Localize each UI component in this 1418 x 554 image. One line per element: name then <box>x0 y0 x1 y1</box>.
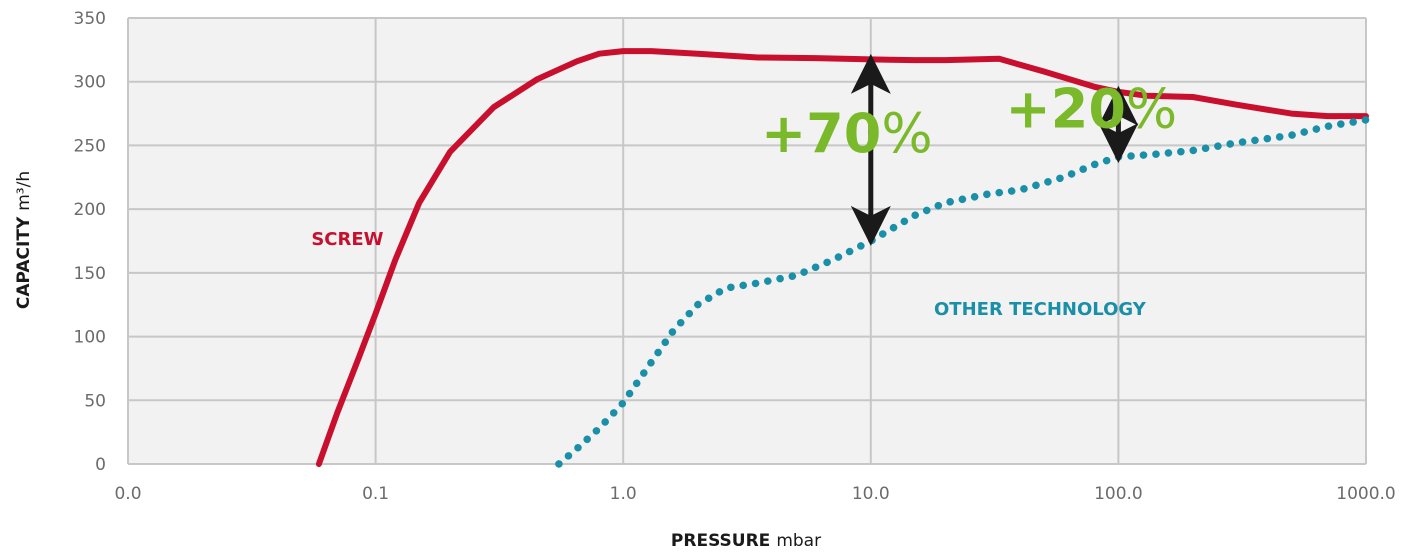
y-tick-label: 100 <box>74 328 106 348</box>
percent-value: +20 <box>1006 78 1126 141</box>
x-tick-labels: 0.0 0.1 1.0 10.0 100.0 1000.0 <box>114 484 1395 504</box>
y-tick-label: 200 <box>74 200 106 220</box>
percent-sign: % <box>881 102 932 165</box>
series-label: OTHER TECHNOLOGY <box>934 299 1147 320</box>
x-tick-label: 10.0 <box>852 484 890 504</box>
y-tick-label: 0 <box>95 455 106 475</box>
y-tick-label: 50 <box>84 391 106 411</box>
percent-annotation: +70% <box>761 102 933 165</box>
y-axis-title-bold: CAPACITY <box>14 216 34 309</box>
x-tick-label: 1.0 <box>610 484 637 504</box>
y-tick-labels: 0 50 100 150 200 250 300 350 <box>74 9 106 475</box>
percent-annotation: +20% <box>1006 78 1178 141</box>
y-tick-label: 300 <box>74 73 106 93</box>
x-tick-label: 0.0 <box>114 484 141 504</box>
x-tick-label: 1000.0 <box>1336 484 1395 504</box>
x-axis-title-unit: mbar <box>776 531 821 551</box>
x-axis-title: PRESSURE mbar <box>671 531 821 551</box>
y-axis-title-unit: m³/h <box>14 171 34 211</box>
percent-value: +70 <box>761 102 881 165</box>
y-tick-label: 150 <box>74 264 106 284</box>
y-tick-label: 350 <box>74 9 106 29</box>
x-tick-label: 100.0 <box>1094 484 1143 504</box>
percent-sign: % <box>1126 78 1177 141</box>
y-tick-label: 250 <box>74 136 106 156</box>
x-axis-title-bold: PRESSURE <box>671 531 770 551</box>
series-label: SCREW <box>311 229 383 250</box>
x-tick-label: 0.1 <box>362 484 389 504</box>
y-axis-title: CAPACITY m³/h <box>14 171 34 309</box>
